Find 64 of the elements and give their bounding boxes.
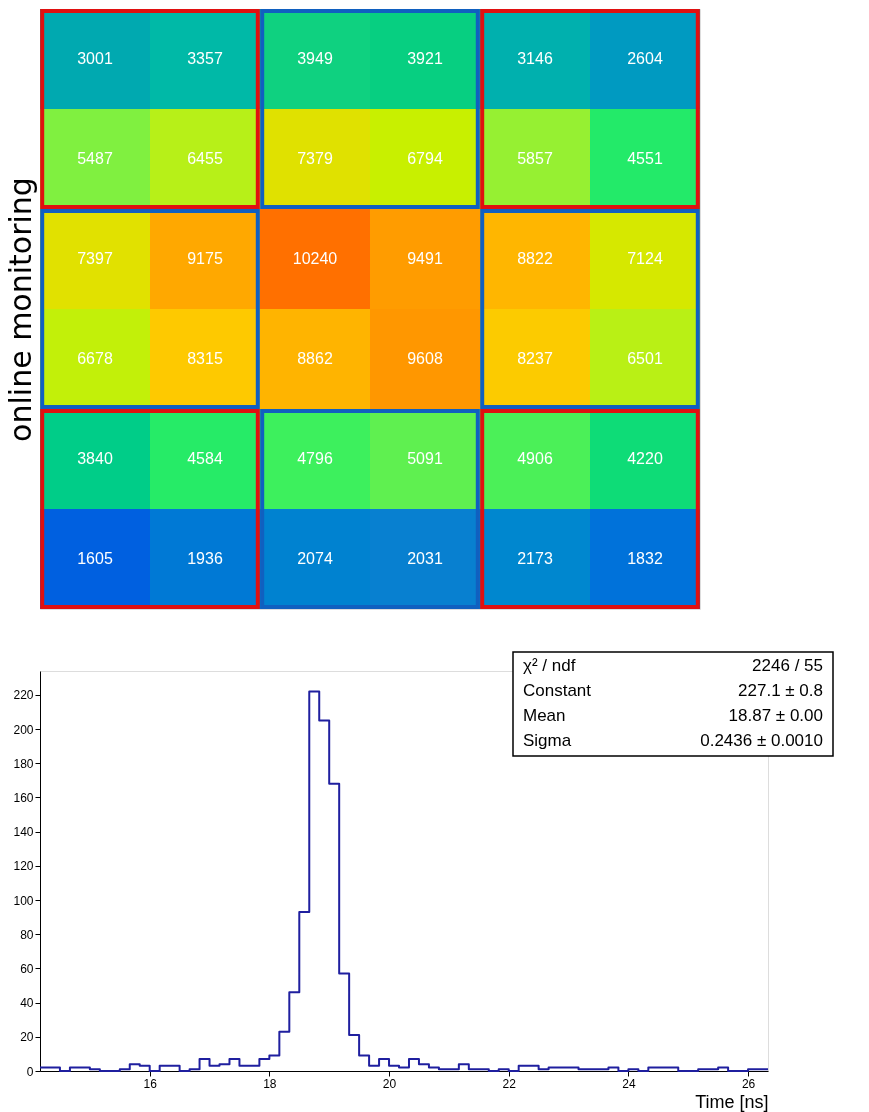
y-tick-label: 180 — [13, 756, 34, 771]
data-label: 4220 — [627, 450, 663, 467]
y-tick-label: 120 — [13, 859, 34, 874]
data-label: 1832 — [627, 550, 663, 567]
data-label: 3921 — [407, 50, 443, 67]
data-label: 5857 — [517, 150, 553, 167]
data-label: 7397 — [77, 250, 113, 267]
annotation: 2246 / 55 — [752, 656, 823, 675]
data-label: 1936 — [187, 550, 223, 567]
y-tick-label: 220 — [13, 688, 34, 703]
annotation: χ² / ndf — [523, 656, 576, 675]
y-tick-label: 160 — [13, 791, 34, 805]
data-label: 1605 — [77, 550, 113, 567]
data-label: 7379 — [297, 150, 333, 167]
data-label: 4796 — [297, 450, 333, 467]
data-label: 10240 — [292, 250, 338, 267]
data-label: 3840 — [77, 450, 113, 467]
data-label: 6455 — [187, 150, 223, 167]
annotation: 0.2436 ± 0.0010 — [700, 731, 823, 750]
data-label: 8315 — [187, 350, 223, 367]
data-label: 9175 — [187, 250, 223, 267]
y-tick-label: 20 — [20, 1030, 34, 1045]
x-tick-label: 20 — [382, 1076, 397, 1091]
data-label: 9491 — [407, 250, 443, 267]
annotation: Mean — [523, 706, 566, 725]
x-tick-label: 18 — [263, 1076, 277, 1091]
y-tick-label: 140 — [13, 825, 34, 840]
data-label: 5091 — [407, 450, 443, 467]
data-label: 5487 — [77, 150, 113, 167]
y-tick-label: 40 — [20, 996, 34, 1011]
data-label: 3001 — [77, 50, 113, 67]
data-label: 3146 — [517, 50, 553, 67]
annotation: 227.1 ± 0.8 — [738, 681, 823, 700]
annotation: Sigma — [523, 731, 572, 750]
data-label: 8237 — [517, 350, 553, 367]
annotation: 18.87 ± 0.00 — [728, 706, 823, 725]
x-axis-title: Time [ns] — [695, 1091, 769, 1112]
y-tick-label: 100 — [13, 893, 34, 908]
data-label: 6794 — [407, 150, 443, 167]
annotation: Constant — [523, 681, 592, 700]
data-label: 6501 — [627, 350, 663, 367]
data-label: 2173 — [517, 550, 553, 567]
y-tick-label: 60 — [20, 961, 34, 976]
x-tick-label: 26 — [741, 1076, 756, 1091]
y-tick-label: 200 — [13, 722, 34, 737]
data-label: 2031 — [407, 550, 443, 567]
data-label: 9608 — [407, 350, 443, 367]
x-tick-label: 24 — [622, 1076, 636, 1091]
data-label: 4551 — [627, 150, 663, 167]
data-label: 2074 — [297, 550, 333, 567]
data-label: 3357 — [187, 50, 223, 67]
data-label: 8822 — [517, 250, 553, 267]
y-tick-label: 80 — [20, 927, 34, 942]
y-tick-label: 0 — [26, 1064, 34, 1079]
y-axis-title: online monitoring — [2, 177, 38, 442]
data-label: 3949 — [297, 50, 333, 67]
x-tick-label: 16 — [143, 1076, 158, 1091]
data-label: 2604 — [627, 50, 663, 67]
data-label: 7124 — [627, 250, 663, 267]
data-label: 8862 — [297, 350, 333, 367]
data-label: 4906 — [517, 450, 553, 467]
data-label: 6678 — [77, 350, 113, 367]
x-tick-label: 22 — [502, 1076, 517, 1091]
data-label: 4584 — [187, 450, 223, 467]
